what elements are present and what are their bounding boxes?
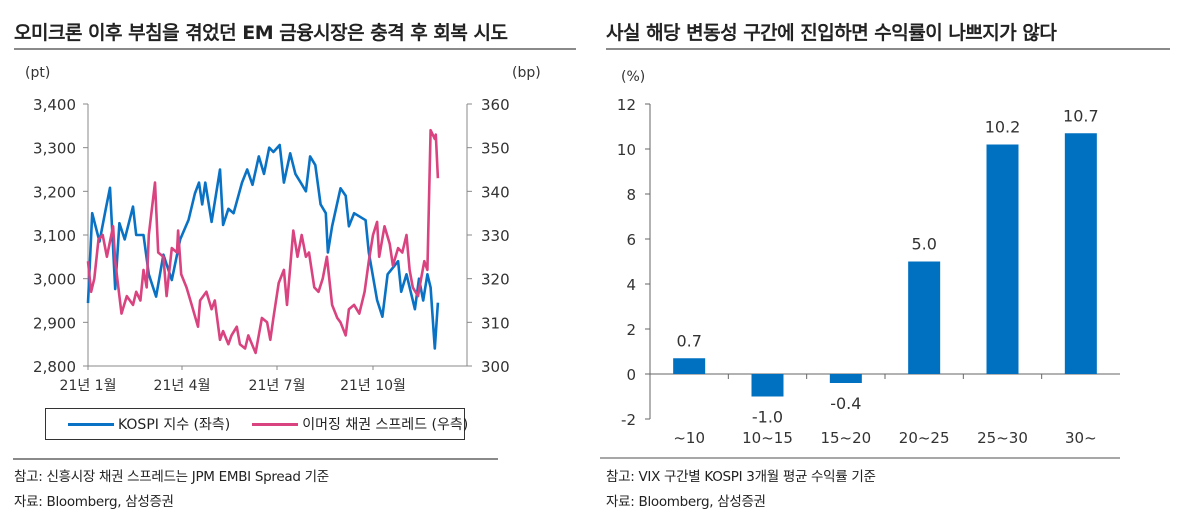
bar-y-tick-label: -2 bbox=[621, 411, 636, 429]
right-chart-title: 사실 해당 변동성 구간에 진입하면 수익률이 나쁘지가 않다 bbox=[606, 22, 1057, 44]
bar-x-tick-label: 30~ bbox=[1065, 429, 1097, 447]
bar-data-label: 10.7 bbox=[1063, 106, 1099, 125]
bar-data-label: 0.7 bbox=[676, 331, 701, 350]
left-y-tick-label: 2,900 bbox=[33, 314, 76, 332]
legend-label-kospi: KOSPI 지수 (좌측) bbox=[118, 417, 231, 433]
bar-data-label: 5.0 bbox=[911, 235, 936, 254]
bar-data-label: -0.4 bbox=[830, 394, 861, 413]
bar bbox=[1064, 133, 1097, 374]
left-title-rule bbox=[14, 48, 576, 50]
left-y-tick-label: 3,400 bbox=[33, 96, 76, 114]
x-tick-label: 21년 4월 bbox=[154, 378, 211, 394]
bar bbox=[986, 144, 1019, 374]
bar-data-label: 10.2 bbox=[985, 118, 1021, 137]
left-chart-title: 오미크론 이후 부침을 겪었던 EM 금융시장은 충격 후 회복 시도 bbox=[14, 22, 508, 44]
legend-swatch-spread bbox=[252, 422, 299, 426]
bar bbox=[751, 374, 784, 397]
left-source: 자료: Bloomberg, 삼성증권 bbox=[14, 494, 174, 510]
bar-x-tick-label: 25~30 bbox=[977, 429, 1028, 447]
right-y-tick-label: 350 bbox=[481, 140, 510, 158]
bar-x-tick-label: ~10 bbox=[673, 429, 705, 447]
left-y-tick-label: 3,200 bbox=[33, 183, 76, 201]
left-y-tick-label: 3,300 bbox=[33, 140, 76, 158]
right-note: 참고: VIX 구간별 KOSPI 3개월 평균 수익률 기준 bbox=[606, 469, 876, 485]
em-spread-line bbox=[86, 128, 440, 355]
bar-y-tick-label: 0 bbox=[626, 366, 636, 384]
x-tick-label: 21년 1월 bbox=[60, 378, 117, 394]
right-title-rule bbox=[606, 48, 1170, 50]
legend-label-spread: 이머징 채권 스프레드 (우측) bbox=[302, 417, 469, 433]
bar-y-tick-label: 6 bbox=[626, 231, 636, 249]
bar-axis-unit: (%) bbox=[621, 69, 645, 85]
bar bbox=[908, 261, 941, 374]
bar bbox=[673, 358, 706, 374]
right-y-tick-label: 340 bbox=[481, 183, 510, 201]
vix-return-bar-chart: (%) -2 0 2 4 6 8 10 12 0.7 ~10 -1.0 10~15 -0.4 15~20 5.… bbox=[600, 69, 1120, 459]
bar bbox=[829, 374, 862, 383]
right-y-tick-label: 360 bbox=[481, 96, 510, 114]
x-tick-label: 21년 7월 bbox=[249, 378, 306, 394]
kospi-spread-line-chart: (pt) (bp) 2,800 2,900 3,000 3,100 3,200 3,300 3,… bbox=[25, 65, 541, 394]
kospi-line bbox=[86, 143, 440, 350]
line-chart-legend: KOSPI 지수 (좌측) 이머징 채권 스프레드 (우측) bbox=[45, 408, 468, 440]
left-y-tick-label: 3,100 bbox=[33, 227, 76, 245]
bar-x-tick-label: 10~15 bbox=[742, 429, 793, 447]
right-y-tick-label: 320 bbox=[481, 271, 510, 289]
x-tick-label: 21년 10월 bbox=[340, 378, 406, 394]
bar-y-tick-label: 12 bbox=[617, 96, 636, 114]
legend-item-spread: 이머징 채권 스프레드 (우측) bbox=[252, 414, 468, 434]
right-source: 자료: Bloomberg, 삼성증권 bbox=[606, 494, 766, 510]
left-axis-unit: (pt) bbox=[25, 65, 50, 81]
right-axis-unit: (bp) bbox=[512, 65, 541, 81]
bar-y-tick-label: 2 bbox=[626, 321, 636, 339]
bar-y-tick-label: 10 bbox=[617, 141, 636, 159]
bar-y-tick-label: 8 bbox=[626, 186, 636, 204]
left-note: 참고: 신흥시장 채권 스프레드는 JPM EMBI Spread 기준 bbox=[14, 469, 329, 485]
bar-data-label: -1.0 bbox=[752, 408, 783, 427]
left-y-tick-label: 3,000 bbox=[33, 271, 76, 289]
left-footer-rule bbox=[13, 458, 498, 460]
bar-x-tick-label: 20~25 bbox=[899, 429, 950, 447]
bar-y-tick-label: 4 bbox=[626, 276, 636, 294]
legend-swatch-kospi bbox=[68, 422, 114, 426]
bar-x-tick-label: 15~20 bbox=[820, 429, 871, 447]
left-y-tick-label: 2,800 bbox=[33, 358, 76, 376]
right-y-tick-label: 330 bbox=[481, 227, 510, 245]
right-y-tick-label: 300 bbox=[481, 358, 510, 376]
right-y-tick-label: 310 bbox=[481, 314, 510, 332]
legend-item-kospi: KOSPI 지수 (좌측) bbox=[68, 414, 230, 434]
